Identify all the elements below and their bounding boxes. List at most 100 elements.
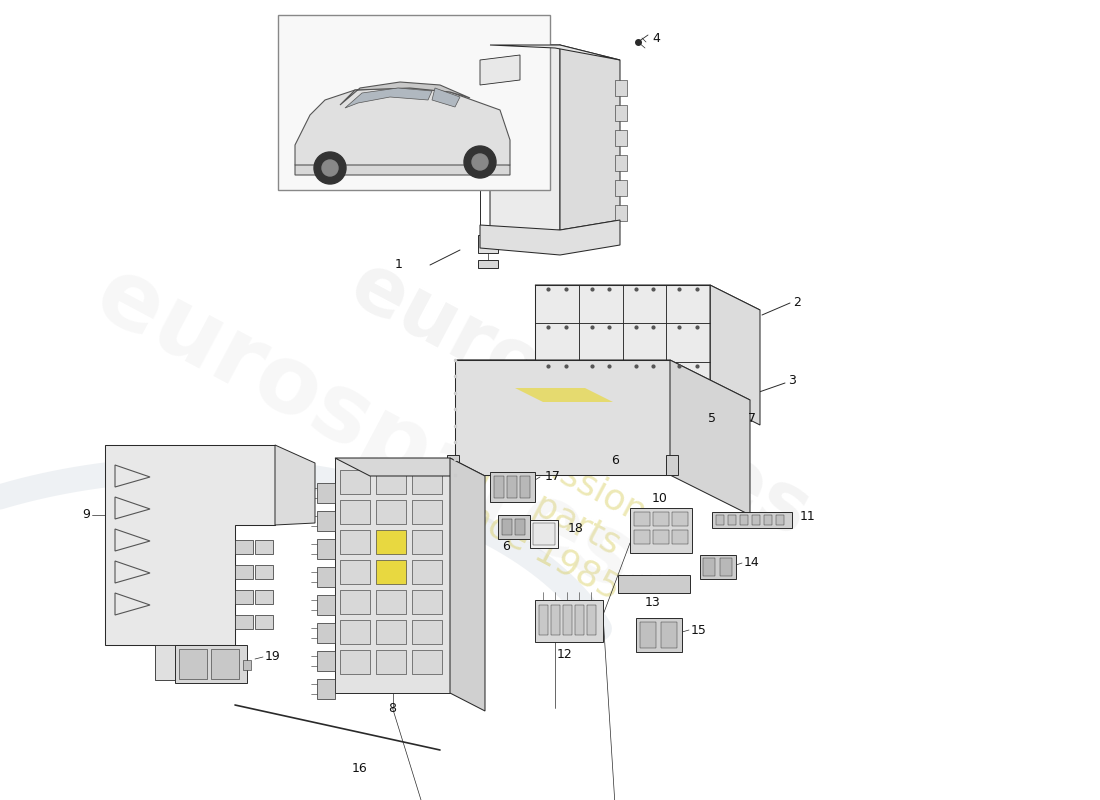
Polygon shape: [275, 445, 315, 525]
Text: 9: 9: [82, 509, 90, 522]
Bar: [211, 649, 239, 679]
Bar: [340, 560, 370, 584]
Bar: [412, 530, 442, 554]
Bar: [317, 539, 336, 559]
Bar: [667, 285, 710, 323]
Bar: [672, 512, 688, 526]
Polygon shape: [450, 458, 485, 711]
Polygon shape: [515, 388, 613, 402]
Bar: [507, 476, 517, 498]
Bar: [623, 323, 667, 362]
Polygon shape: [340, 82, 470, 105]
Bar: [255, 590, 273, 604]
Bar: [615, 180, 627, 196]
Polygon shape: [295, 88, 510, 165]
Bar: [634, 530, 650, 544]
Bar: [579, 285, 623, 323]
Bar: [623, 285, 667, 323]
Bar: [539, 605, 548, 635]
Text: eurospares: eurospares: [80, 249, 650, 611]
Bar: [235, 590, 253, 604]
Bar: [340, 470, 370, 494]
Bar: [666, 455, 678, 475]
Text: 10: 10: [652, 491, 668, 505]
Bar: [653, 512, 669, 526]
Bar: [340, 650, 370, 674]
Bar: [579, 362, 623, 400]
Bar: [660, 400, 680, 412]
Polygon shape: [295, 148, 510, 175]
Bar: [235, 540, 253, 554]
Bar: [534, 523, 556, 545]
Polygon shape: [560, 45, 620, 230]
Bar: [535, 323, 579, 362]
Polygon shape: [104, 445, 275, 645]
Circle shape: [464, 146, 496, 178]
Text: 17: 17: [544, 470, 561, 483]
Text: 15: 15: [691, 623, 707, 637]
Text: 11: 11: [800, 510, 816, 522]
Bar: [621, 423, 629, 437]
Bar: [667, 362, 710, 400]
Bar: [535, 285, 579, 323]
Bar: [376, 530, 406, 554]
Bar: [336, 458, 450, 693]
Polygon shape: [155, 645, 235, 680]
Text: 12: 12: [557, 649, 573, 662]
Text: a passion
for parts
since 1985: a passion for parts since 1985: [437, 414, 663, 606]
Bar: [667, 323, 710, 362]
Circle shape: [314, 152, 346, 184]
Bar: [498, 515, 530, 539]
Bar: [175, 645, 248, 683]
Text: 3: 3: [788, 374, 796, 387]
Polygon shape: [455, 360, 750, 400]
Bar: [520, 476, 530, 498]
Bar: [376, 650, 406, 674]
Text: 14: 14: [744, 557, 760, 570]
Bar: [447, 455, 459, 475]
Text: 4: 4: [652, 31, 660, 45]
Text: 6: 6: [502, 541, 510, 554]
Bar: [667, 412, 679, 418]
Text: 7: 7: [748, 411, 756, 425]
Bar: [317, 595, 336, 615]
Bar: [179, 649, 207, 679]
Bar: [535, 362, 579, 400]
Bar: [317, 623, 336, 643]
Text: 2: 2: [793, 297, 801, 310]
Bar: [478, 235, 498, 253]
Polygon shape: [535, 285, 760, 310]
Bar: [255, 565, 273, 579]
Bar: [412, 560, 442, 584]
Bar: [376, 560, 406, 584]
Bar: [340, 530, 370, 554]
Bar: [317, 651, 336, 671]
Bar: [376, 590, 406, 614]
Bar: [615, 80, 627, 96]
Circle shape: [472, 154, 488, 170]
Bar: [551, 605, 560, 635]
Bar: [575, 605, 584, 635]
Polygon shape: [480, 220, 620, 255]
Polygon shape: [710, 285, 760, 425]
Bar: [615, 205, 627, 221]
Bar: [478, 260, 498, 268]
Bar: [255, 615, 273, 629]
Bar: [235, 615, 253, 629]
Bar: [700, 408, 735, 440]
Bar: [653, 530, 669, 544]
Bar: [412, 500, 442, 524]
Bar: [703, 411, 732, 437]
Text: 1: 1: [395, 258, 403, 271]
Text: 19: 19: [265, 650, 280, 663]
Bar: [490, 472, 535, 502]
Bar: [376, 500, 406, 524]
Bar: [640, 622, 656, 648]
Bar: [651, 428, 663, 434]
Bar: [579, 323, 623, 362]
Bar: [565, 400, 585, 412]
Text: 16: 16: [352, 762, 367, 774]
Text: 18: 18: [568, 522, 584, 534]
Text: 8: 8: [388, 702, 396, 714]
Bar: [340, 500, 370, 524]
